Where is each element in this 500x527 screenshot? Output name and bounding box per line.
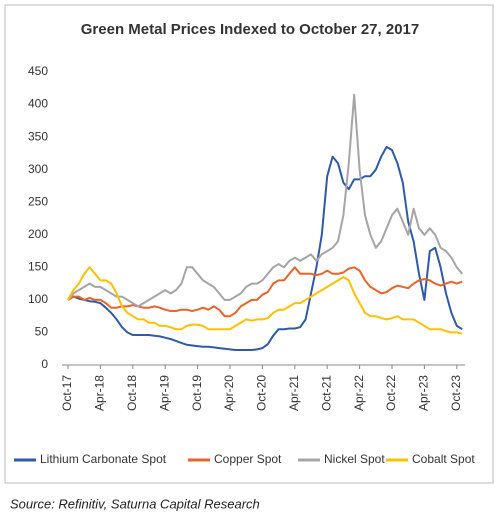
- x-tick-label: Oct-21: [319, 375, 333, 411]
- legend-label: Nickel Spot: [324, 452, 385, 466]
- legend-label: Lithium Carbonate Spot: [40, 452, 167, 466]
- x-tick-label: Oct-19: [190, 375, 204, 411]
- x-tick-label: Apr-23: [417, 375, 431, 411]
- y-tick-label: 150: [28, 260, 48, 274]
- x-tick-label: Oct-22: [384, 375, 398, 411]
- series-line: [67, 266, 463, 335]
- series-line: [67, 145, 463, 351]
- y-tick-label: 350: [28, 129, 48, 143]
- y-tick-label: 0: [41, 357, 48, 371]
- x-tick-label: Oct-20: [255, 375, 269, 411]
- x-tick-label: Apr-18: [93, 375, 107, 411]
- y-tick-label: 300: [28, 162, 48, 176]
- x-tick-label: Apr-19: [157, 375, 171, 411]
- y-tick-label: 50: [35, 325, 49, 339]
- legend-label: Cobalt Spot: [412, 452, 475, 466]
- x-tick-label: Apr-20: [222, 375, 236, 411]
- chart-frame: [4, 4, 494, 484]
- series-line: [67, 266, 463, 318]
- x-tick-label: Apr-22: [352, 375, 366, 411]
- legend-label: Copper Spot: [214, 452, 282, 466]
- x-tick-label: Oct-17: [60, 375, 74, 411]
- x-tick-label: Apr-21: [287, 375, 301, 411]
- x-tick-label: Oct-18: [125, 375, 139, 411]
- chart-title: Green Metal Prices Indexed to October 27…: [81, 21, 419, 38]
- series-line: [67, 93, 463, 308]
- y-tick-label: 400: [28, 97, 48, 111]
- x-tick-label: Oct-23: [449, 375, 463, 411]
- y-tick-label: 250: [28, 194, 48, 208]
- source: Source: Refinitiv, Saturna Capital Resea…: [10, 496, 260, 511]
- y-tick-label: 100: [28, 292, 48, 306]
- y-tick-label: 200: [28, 227, 48, 241]
- y-tick-label: 450: [28, 64, 48, 78]
